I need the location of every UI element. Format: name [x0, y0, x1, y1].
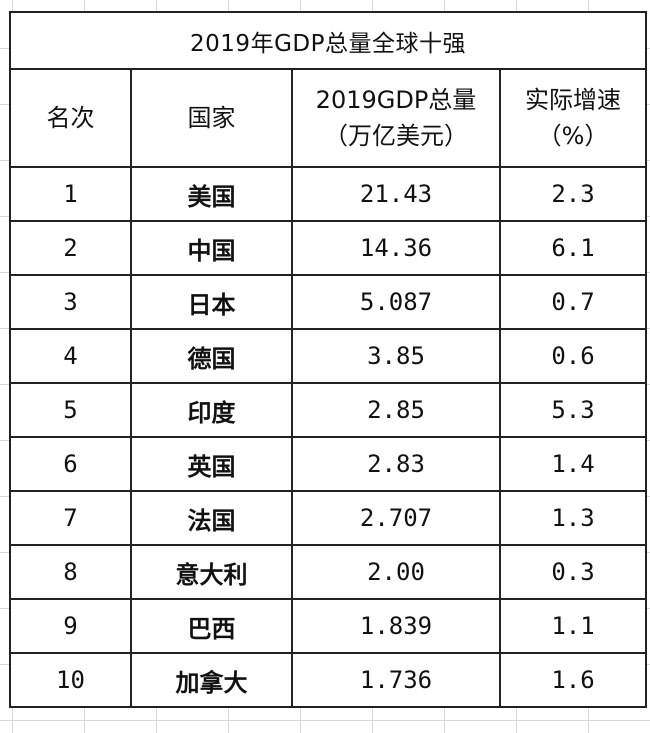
- table-row: 4 德国 3.85 0.6: [9, 328, 647, 384]
- cell-gdp[interactable]: 21.43: [291, 166, 501, 222]
- cell-gdp[interactable]: 14.36: [291, 220, 501, 276]
- cell-country[interactable]: 加拿大: [130, 652, 293, 708]
- cell-growth[interactable]: 1.4: [499, 436, 647, 492]
- cell-country[interactable]: 印度: [130, 382, 293, 438]
- table-row: 2 中国 14.36 6.1: [9, 220, 647, 276]
- table-row: 10 加拿大 1.736 1.6: [9, 652, 647, 708]
- cell-growth[interactable]: 2.3: [499, 166, 647, 222]
- cell-gdp[interactable]: 3.85: [291, 328, 501, 384]
- table-row: 8 意大利 2.00 0.3: [9, 544, 647, 600]
- cell-growth[interactable]: 1.6: [499, 652, 647, 708]
- cell-country[interactable]: 巴西: [130, 598, 293, 654]
- table-row: 1 美国 21.43 2.3: [9, 166, 647, 222]
- cell-rank[interactable]: 1: [9, 166, 132, 222]
- table-title[interactable]: 2019年GDP总量全球十强: [9, 11, 647, 70]
- cell-growth[interactable]: 6.1: [499, 220, 647, 276]
- cell-gdp[interactable]: 2.83: [291, 436, 501, 492]
- header-growth[interactable]: 实际增速 （%）: [499, 68, 647, 168]
- cell-rank[interactable]: 8: [9, 544, 132, 600]
- cell-gdp[interactable]: 2.85: [291, 382, 501, 438]
- cell-rank[interactable]: 4: [9, 328, 132, 384]
- cell-country[interactable]: 德国: [130, 328, 293, 384]
- gdp-ranking-table: 2019年GDP总量全球十强 名次 国家 2019GDP总量 （万亿美元） 实际…: [9, 11, 647, 708]
- cell-gdp[interactable]: 1.839: [291, 598, 501, 654]
- cell-growth[interactable]: 5.3: [499, 382, 647, 438]
- cell-country[interactable]: 日本: [130, 274, 293, 330]
- cell-rank[interactable]: 6: [9, 436, 132, 492]
- cell-growth[interactable]: 0.3: [499, 544, 647, 600]
- header-growth-line1: 实际增速: [525, 86, 621, 114]
- cell-rank[interactable]: 5: [9, 382, 132, 438]
- cell-growth[interactable]: 0.6: [499, 328, 647, 384]
- cell-country[interactable]: 中国: [130, 220, 293, 276]
- cell-growth[interactable]: 1.3: [499, 490, 647, 546]
- header-gdp-line2: （万亿美元）: [324, 122, 468, 150]
- cell-rank[interactable]: 3: [9, 274, 132, 330]
- table-row: 6 英国 2.83 1.4: [9, 436, 647, 492]
- table-row: 9 巴西 1.839 1.1: [9, 598, 647, 654]
- table-row: 7 法国 2.707 1.3: [9, 490, 647, 546]
- cell-country[interactable]: 英国: [130, 436, 293, 492]
- cell-country[interactable]: 意大利: [130, 544, 293, 600]
- cell-rank[interactable]: 9: [9, 598, 132, 654]
- cell-rank[interactable]: 10: [9, 652, 132, 708]
- header-gdp[interactable]: 2019GDP总量 （万亿美元）: [291, 68, 501, 168]
- cell-gdp[interactable]: 1.736: [291, 652, 501, 708]
- table-row: 3 日本 5.087 0.7: [9, 274, 647, 330]
- header-gdp-line1: 2019GDP总量: [315, 86, 477, 114]
- cell-rank[interactable]: 7: [9, 490, 132, 546]
- cell-growth[interactable]: 1.1: [499, 598, 647, 654]
- cell-country[interactable]: 美国: [130, 166, 293, 222]
- table-row: 5 印度 2.85 5.3: [9, 382, 647, 438]
- header-growth-line2: （%）: [537, 122, 609, 150]
- cell-country[interactable]: 法国: [130, 490, 293, 546]
- header-country[interactable]: 国家: [130, 68, 293, 168]
- header-rank[interactable]: 名次: [9, 68, 132, 168]
- cell-gdp[interactable]: 2.707: [291, 490, 501, 546]
- cell-gdp[interactable]: 5.087: [291, 274, 501, 330]
- cell-gdp[interactable]: 2.00: [291, 544, 501, 600]
- cell-growth[interactable]: 0.7: [499, 274, 647, 330]
- cell-rank[interactable]: 2: [9, 220, 132, 276]
